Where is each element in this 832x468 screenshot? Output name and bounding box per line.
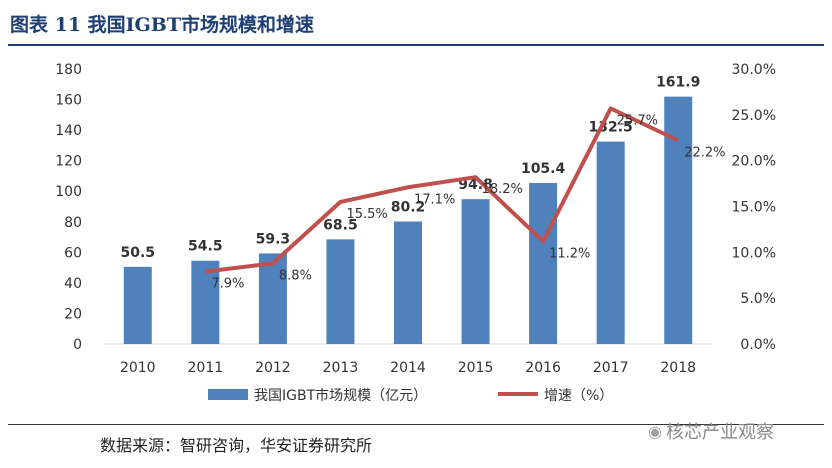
line-data-label: 8.8% (279, 268, 312, 283)
legend-label-line: 增速（%） (544, 388, 613, 404)
y-left-tick-label: 140 (55, 123, 82, 139)
wechat-icon: ◉ (648, 421, 662, 441)
x-tick-label: 2011 (188, 360, 224, 376)
bar (258, 253, 287, 344)
x-tick-label: 2016 (525, 360, 561, 376)
x-tick-label: 2010 (120, 360, 156, 376)
y-left-tick-label: 40 (64, 276, 82, 292)
bar (326, 239, 355, 344)
line-data-label: 18.2% (482, 182, 523, 197)
bar-data-label: 50.5 (121, 245, 156, 261)
y-right-tick-label: 10.0% (732, 245, 776, 261)
y-left-tick-label: 80 (64, 215, 82, 231)
y-axis-right: 0.0% 5.0% 10.0% 15.0% 20.0% 25.0% 30.0% (732, 62, 776, 353)
y-right-tick-label: 25.0% (732, 108, 776, 124)
bar-data-label: 54.5 (188, 239, 223, 255)
title-rule (8, 44, 824, 46)
x-tick-label: 2017 (593, 360, 629, 376)
x-axis: 2010 2011 2012 2013 2014 2015 2016 2017 2018 (120, 360, 696, 376)
line-data-label: 7.9% (211, 277, 244, 292)
x-tick-label: 2013 (323, 360, 359, 376)
watermark-text: 核芯产业观察 (665, 422, 774, 443)
y-axis-left: 0 20 40 60 80 100 120 140 160 180 (55, 62, 82, 353)
bar (529, 182, 558, 344)
x-tick-label: 2012 (255, 360, 291, 376)
y-left-tick-label: 60 (64, 245, 82, 261)
legend-swatch-bar (208, 389, 248, 400)
bar (461, 199, 490, 344)
legend-label-bar: 我国IGBT市场规模（亿元） (254, 387, 427, 404)
y-right-tick-label: 0.0% (740, 337, 776, 353)
bar (596, 141, 625, 344)
y-left-tick-label: 120 (55, 154, 82, 170)
bar-data-label: 161.9 (656, 75, 700, 91)
line-data-label: 22.2% (684, 146, 725, 161)
growth-line (205, 106, 680, 274)
y-left-tick-label: 180 (55, 62, 82, 78)
x-tick-label: 2018 (660, 360, 696, 376)
figure-title: 图表 11 我国IGBT市场规模和增速 (10, 14, 314, 36)
x-tick-label: 2014 (390, 360, 426, 376)
y-right-tick-label: 15.0% (732, 200, 776, 216)
legend: 我国IGBT市场规模（亿元） 增速（%） (208, 387, 613, 404)
bar (123, 266, 152, 344)
x-tick-label: 2015 (458, 360, 494, 376)
line-data-label: 15.5% (346, 207, 387, 222)
line-series: 7.9% 8.8% 15.5% 17.1% 18.2% 11.2% 25.7% 22.2% (205, 106, 726, 292)
y-left-tick-label: 160 (55, 93, 82, 109)
y-right-tick-label: 20.0% (732, 154, 776, 170)
bar-data-label: 68.5 (323, 217, 358, 233)
y-right-tick-label: 30.0% (732, 62, 776, 78)
line-data-label: 25.7% (617, 113, 658, 128)
line-data-label: 11.2% (549, 246, 590, 261)
y-left-tick-label: 100 (55, 184, 82, 200)
bar (191, 260, 220, 344)
y-left-tick-label: 20 (64, 306, 82, 322)
line-data-label: 17.1% (414, 192, 455, 207)
bar-data-label: 80.2 (391, 199, 426, 215)
bar (394, 221, 422, 344)
y-right-tick-label: 5.0% (740, 291, 776, 307)
bar-data-label: 94.8 (458, 177, 493, 193)
bar-data-label: 59.3 (256, 231, 291, 247)
bar-data-label: 105.4 (521, 161, 566, 177)
y-left-tick-label: 0 (73, 337, 82, 353)
source-note: 数据来源：智研咨询，华安证券研究所 (100, 436, 373, 455)
watermark: ◉ 核芯产业观察 (648, 418, 774, 444)
source-rule (8, 424, 824, 425)
